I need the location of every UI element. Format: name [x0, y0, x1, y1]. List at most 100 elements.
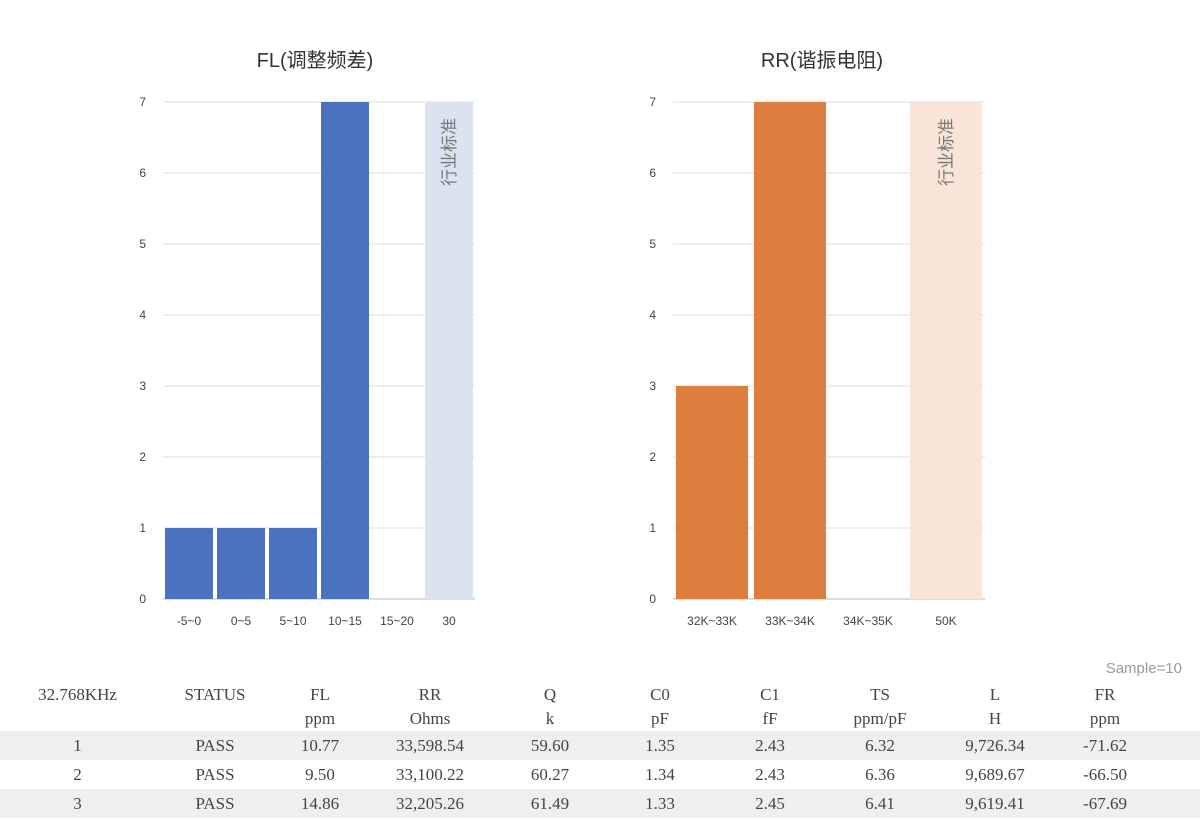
table-cell: ppm: [1089, 709, 1121, 728]
table-row: 3 PASS 14.86 32,205.26 61.49 1.33 2.45 6.41 9,61…: [0, 789, 1200, 818]
charts-area: FL(调整频差) 0 1 2 3 4 5 6 7 -5~0 0~5 5~10 10~15 15~20 行业标…: [139, 49, 985, 628]
x-tick-label: 0~5: [231, 614, 252, 628]
table-cell: H: [988, 709, 1002, 728]
table-cell: -71.62: [1083, 735, 1127, 755]
table-cell: 6.41: [865, 793, 895, 813]
table-cell: RR: [418, 685, 442, 704]
table-cell: -67.69: [1083, 793, 1127, 813]
table-cell: 14.86: [300, 793, 340, 813]
y-tick-label: 0: [649, 592, 656, 606]
reference-band: [425, 102, 473, 599]
y-tick-label: 1: [649, 521, 656, 535]
table-cell: 33,598.54: [396, 735, 464, 755]
x-tick-label: 33K~34K: [765, 614, 815, 628]
table-cell: 1.33: [645, 793, 675, 813]
measurement-table: 32.768KHz STATUS FL RR Q C0 C1 TS L FR PWR ppm Ohms k…: [0, 683, 1200, 818]
x-tick-label: 15~20: [380, 614, 414, 628]
table-cell: 6.32: [865, 735, 895, 755]
y-tick-label: 1: [139, 521, 146, 535]
table-cell: 2.43: [755, 735, 785, 755]
table-cell: fF: [762, 709, 778, 728]
x-tick-label: -5~0: [177, 614, 202, 628]
y-tick-label: 7: [649, 95, 656, 109]
table-cell: 61.49: [530, 793, 570, 813]
table-cell: 2.45: [755, 793, 785, 813]
x-tick-label: 10~15: [328, 614, 362, 628]
y-tick-label: 6: [649, 166, 656, 180]
table-cell: 2.43: [755, 764, 785, 784]
table-cell: ppm/pF: [853, 709, 907, 728]
bar: [754, 102, 826, 599]
y-tick-label: 6: [139, 166, 146, 180]
table-cell: 32.768KHz: [38, 685, 117, 704]
y-tick-label: 4: [139, 308, 146, 322]
sample-count: Sample=10: [1105, 660, 1182, 677]
chart-title: RR(谐振电阻): [761, 49, 883, 72]
table-row: 32.768KHz STATUS FL RR Q C0 C1 TS L FR PWR: [0, 683, 1200, 707]
table-cell: 109.35: [1155, 736, 1200, 756]
table-cell: 59.60: [530, 735, 570, 755]
table-cell: 6.36: [865, 764, 895, 784]
table-cell: 1: [73, 735, 82, 755]
table-cell: 10.77: [300, 735, 340, 755]
reference-band-label: 行业标准: [937, 118, 956, 186]
y-tick-label: 5: [649, 237, 656, 251]
bar: [321, 102, 369, 599]
chart-2: RR(谐振电阻) 0 1 2 3 4 5 6 7 32K~33K 33K~34K 34K~35K 行业标…: [649, 49, 985, 628]
x-tick-label: 50K: [935, 614, 956, 628]
y-tick-label: 0: [139, 592, 146, 606]
bar: [217, 528, 265, 599]
table-cell: 1.34: [645, 764, 675, 784]
table-cell: C1: [760, 685, 780, 704]
y-tick-label: 2: [139, 450, 146, 464]
y-tick-label: 3: [139, 379, 146, 393]
table-row: 1 PASS 10.77 33,598.54 59.60 1.35 2.43 6.32 9,72…: [0, 731, 1200, 760]
table-cell: C0: [650, 685, 670, 704]
table-cell: 9,619.41: [965, 793, 1025, 813]
reference-band: [910, 102, 982, 599]
table-cell: PASS: [195, 793, 235, 813]
chart-title: FL(调整频差): [257, 49, 374, 72]
y-tick-label: 5: [139, 237, 146, 251]
table-cell: L: [989, 685, 1001, 704]
table-cell: nW: [1155, 709, 1200, 729]
bar: [676, 386, 748, 599]
x-tick-label: 5~10: [279, 614, 306, 628]
table-cell: 9.50: [305, 764, 335, 784]
table-cell: Q: [543, 685, 557, 704]
x-tick-label: 32K~33K: [687, 614, 737, 628]
table-cell: k: [545, 709, 555, 728]
y-tick-label: 4: [649, 308, 656, 322]
reference-band-label: 行业标准: [440, 118, 459, 186]
table-cell: 108.07: [1155, 765, 1200, 785]
bar: [269, 528, 317, 599]
table-cell: 105.77: [1155, 794, 1200, 814]
table-cell: 2: [73, 764, 82, 784]
table-cell: -66.50: [1083, 764, 1127, 784]
table-cell: 32,205.26: [396, 793, 464, 813]
table-cell: 60.27: [530, 764, 570, 784]
y-tick-label: 3: [649, 379, 656, 393]
x-tick-label: 30: [442, 614, 456, 628]
bar: [165, 528, 213, 599]
table-cell: 33,100.22: [396, 764, 464, 784]
table-cell: STATUS: [184, 685, 246, 704]
table-cell: ppm: [304, 709, 336, 728]
x-tick-label: 34K~35K: [843, 614, 893, 628]
table-cell: FR: [1094, 685, 1116, 704]
table-row: 2 PASS 9.50 33,100.22 60.27 1.34 2.43 6.36 9,689…: [0, 760, 1200, 789]
table-cell: 1.35: [645, 735, 675, 755]
table-cell: 9,689.67: [965, 764, 1025, 784]
table-cell: FL: [310, 685, 330, 704]
chart-1: FL(调整频差) 0 1 2 3 4 5 6 7 -5~0 0~5 5~10 10~15 15~20 行业标…: [139, 49, 475, 628]
table-cell: pF: [651, 709, 669, 728]
table-cell: PASS: [195, 764, 235, 784]
y-tick-label: 7: [139, 95, 146, 109]
table-cell: 3: [73, 793, 82, 813]
table-cell: PWR: [1155, 685, 1200, 705]
table-cell: TS: [870, 685, 890, 704]
y-tick-label: 2: [649, 450, 656, 464]
table-cell: PASS: [195, 735, 235, 755]
table-cell: Ohms: [409, 709, 451, 728]
